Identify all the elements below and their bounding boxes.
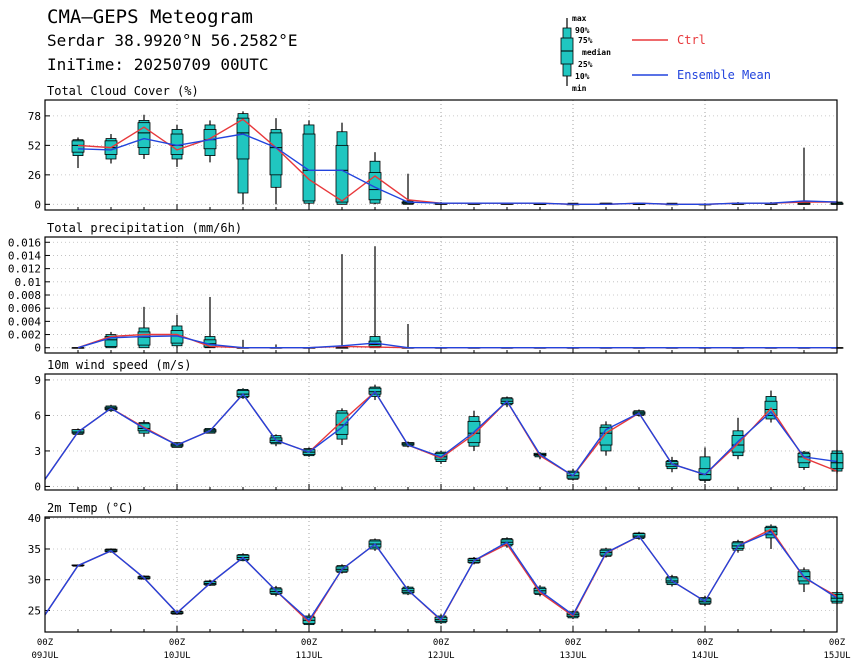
ensemble-mean-line — [77, 133, 838, 206]
box-25-75 — [302, 133, 316, 202]
panel-frame — [44, 99, 838, 211]
x-tick-date-label: 12JUL — [427, 651, 454, 661]
y-tick-label: 78 — [28, 110, 41, 123]
legend-box-label: min — [572, 83, 587, 93]
panel-title: Total precipitation (mm/6h) — [47, 221, 242, 235]
box-1 — [71, 347, 85, 349]
panel-2: Total precipitation (mm/6h)00.0020.0040.… — [8, 221, 844, 355]
legend-box-label: 90% — [575, 26, 590, 35]
box-5 — [203, 120, 217, 163]
legend-box-label: max — [572, 14, 587, 23]
ctrl-line — [44, 528, 838, 624]
x-tick-top-label: 00Z — [697, 638, 714, 648]
panel-title: 10m wind speed (m/s) — [47, 358, 192, 372]
init-time-label: IniTime: 20250709 00UTC — [47, 55, 269, 74]
legend-entry-label: Ctrl — [677, 33, 706, 47]
panel-4: 2m Temp (°C) 25 30 35 40 — [28, 501, 844, 633]
ensemble-mean-line — [44, 390, 838, 480]
legend: max 90%75% median 25% 10% min Ctrl Ensemble Mea… — [560, 14, 771, 93]
panel-title: Total Cloud Cover (%) — [47, 84, 199, 98]
x-tick-top-label: 00Z — [829, 638, 846, 648]
y-tick-label: 0 — [34, 198, 41, 211]
legend-entry-label: Ensemble Mean — [677, 68, 771, 82]
y-tick-label: 6 — [34, 409, 41, 422]
box-25-75 — [269, 132, 283, 176]
ensemble-mean-line — [44, 530, 838, 622]
y-tick-label: 0.01 — [15, 276, 42, 289]
location-label: Serdar 38.9920°N 56.2582°E — [47, 31, 298, 50]
y-tick-label: 0.004 — [8, 315, 41, 328]
x-axis-labels: 00Z 09JUL 00Z 10JUL 00Z 11JUL 00Z 12JUL 00Z 13JUL… — [31, 638, 850, 661]
y-tick-label: 0 — [34, 342, 41, 355]
legend-box-label: median — [582, 47, 611, 57]
x-tick-top-label: 00Z — [565, 638, 582, 648]
box-25-75 — [335, 144, 349, 203]
box-11 — [401, 324, 415, 349]
box-2 — [104, 331, 118, 349]
box-25-75 — [236, 117, 250, 160]
y-tick-label: 30 — [28, 574, 41, 587]
legend-box-label: 10% — [575, 72, 590, 81]
x-tick-date-label: 15JUL — [823, 651, 850, 661]
x-tick-top-label: 00Z — [169, 638, 186, 648]
ctrl-line — [77, 118, 837, 206]
box-4 — [170, 314, 184, 348]
panel-title: 2m Temp (°C) — [47, 501, 134, 515]
box-10 — [368, 152, 382, 205]
box-23 — [797, 147, 811, 205]
chart-title: CMA—GEPS Meteogram — [47, 6, 253, 28]
x-tick-date-label: 14JUL — [691, 651, 718, 661]
y-tick-label: 40 — [28, 512, 41, 525]
x-tick-date-label: 11JUL — [295, 651, 322, 661]
y-tick-label: 0.006 — [8, 302, 41, 315]
legend-box-label: 75% — [578, 36, 593, 45]
box-9 — [335, 122, 349, 205]
box-5 — [203, 296, 217, 349]
box-20 — [698, 447, 712, 483]
box-6 — [236, 111, 250, 205]
x-tick-top-label: 00Z — [301, 638, 318, 648]
x-tick-top-label: 00Z — [37, 638, 54, 648]
panel-3: 10m wind speed (m/s) 0 3 6 9 — [34, 358, 844, 493]
x-tick-date-label: 09JUL — [31, 651, 58, 661]
panel-frame — [44, 516, 838, 633]
panel-frame — [44, 236, 838, 354]
panel-frame — [44, 373, 838, 491]
y-tick-label: 25 — [28, 604, 41, 617]
y-tick-label: 0.002 — [8, 329, 41, 342]
x-tick-date-label: 10JUL — [163, 651, 190, 661]
y-tick-label: 0.008 — [8, 289, 41, 302]
y-tick-label: 0.012 — [8, 263, 41, 276]
box-25-75 — [71, 140, 85, 153]
ensemble-mean-line — [77, 335, 837, 349]
box-7 — [269, 118, 283, 205]
y-tick-label: 26 — [28, 169, 41, 182]
x-tick-top-label: 00Z — [433, 638, 450, 648]
box-8 — [302, 120, 316, 205]
y-tick-label: 52 — [28, 139, 41, 152]
y-tick-label: 0.016 — [8, 236, 41, 249]
panel-1: Total Cloud Cover (%) 0 26 52 78 — [28, 84, 844, 211]
box-3 — [137, 306, 151, 349]
box-1 — [71, 137, 85, 169]
legend-box-label: 25% — [578, 60, 593, 69]
y-tick-label: 3 — [34, 445, 41, 458]
box-25-75 — [368, 172, 382, 201]
x-tick-date-label: 13JUL — [559, 651, 586, 661]
y-tick-label: 9 — [34, 374, 41, 387]
y-tick-label: 35 — [28, 543, 41, 556]
ctrl-line — [77, 333, 837, 349]
box-3 — [137, 114, 151, 159]
box-10 — [368, 246, 382, 349]
y-tick-label: 0.014 — [8, 249, 41, 262]
y-tick-label: 0 — [34, 480, 41, 493]
